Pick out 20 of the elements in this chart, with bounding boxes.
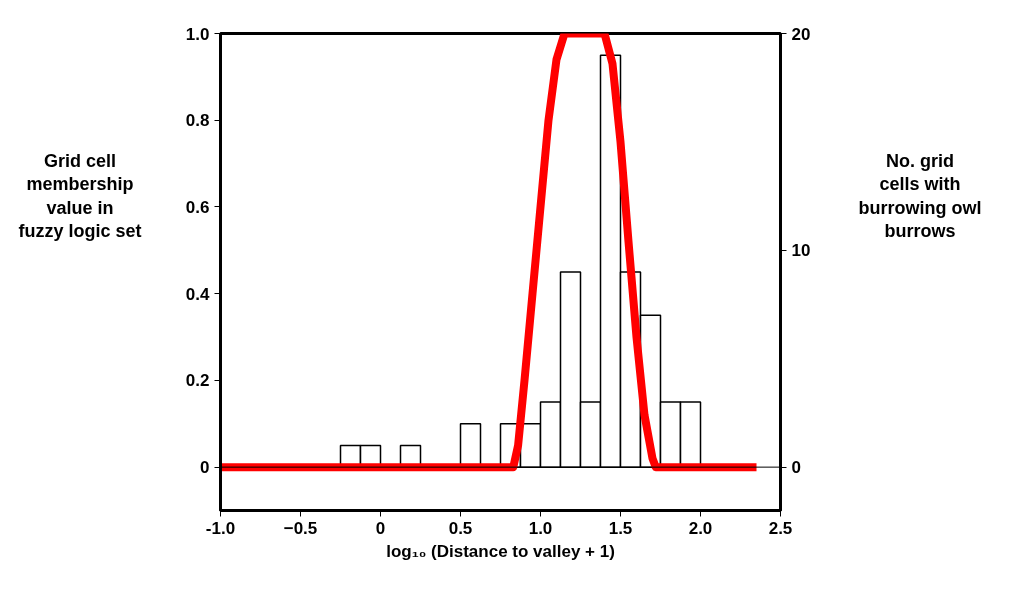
y-tick-label: 0.4 [185,284,211,304]
y-tick-label: 0.6 [185,197,210,217]
y-axis-title: Grid cell membership value in fuzzy logic set [18,150,142,244]
y-tick-label: 0.8 [185,111,210,131]
x-tick-label: -1.0 [205,518,236,538]
x-tick-label: 0.5 [448,518,473,538]
x-axis-title: log₁₀ (Distance to valley + 1) [386,541,615,561]
x-tick-label: 0 [375,518,386,538]
x-tick-label: 2.5 [768,518,793,538]
y2-tick-label: 0 [791,458,801,478]
x-tick-label: 1.5 [608,518,633,538]
x-tick-label: 2.0 [688,518,713,538]
y2-tick-label: 20 [791,24,811,44]
y2-tick-label: 10 [791,241,811,261]
y-tick-label: 1.0 [185,24,210,44]
x-tick-label: 1.0 [528,518,553,538]
x-tick-label: −0.5 [283,518,318,538]
y2-axis-title: No. grid cells with burrowing owl burrows [858,150,982,244]
y-tick-label: 0 [200,458,210,478]
y-tick-label: 0.2 [185,371,210,391]
